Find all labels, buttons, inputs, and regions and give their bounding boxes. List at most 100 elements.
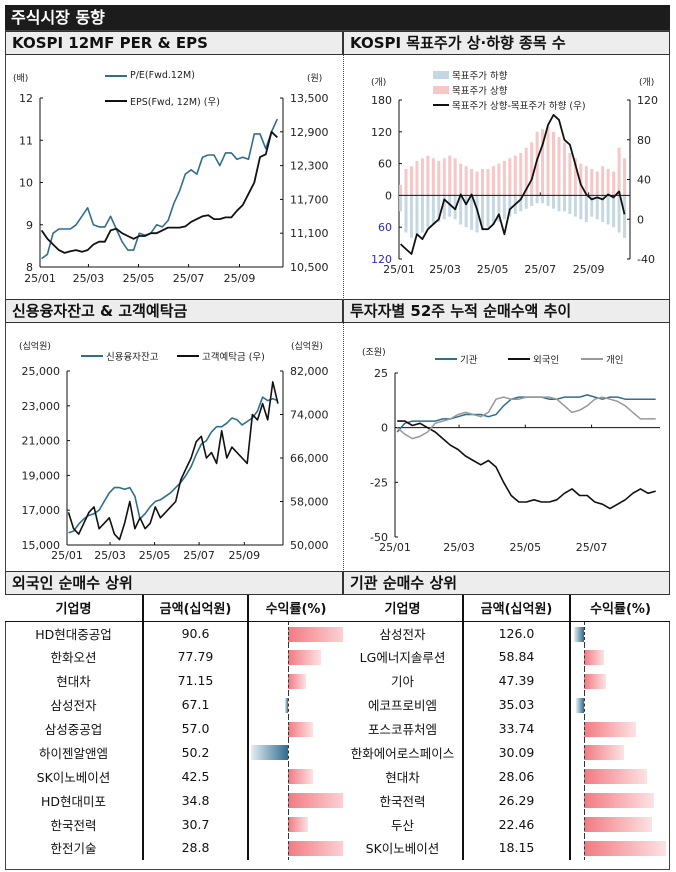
x-tick-label: 25/01 bbox=[379, 541, 411, 554]
return-bar-cell bbox=[247, 788, 343, 813]
y-tick-label: 0 bbox=[385, 189, 392, 202]
return-bar-cell bbox=[247, 692, 343, 717]
bar-target-up bbox=[415, 160, 419, 196]
bar-target-up bbox=[541, 129, 545, 196]
bar-target-down bbox=[557, 195, 561, 212]
return-bar-cell bbox=[569, 668, 670, 693]
return-bar-cell bbox=[247, 836, 343, 860]
return-bar-cell bbox=[247, 716, 343, 741]
bar-target-down bbox=[437, 195, 441, 222]
y-tick-label: 120 bbox=[371, 126, 392, 139]
bar-target-up bbox=[420, 158, 424, 196]
y2-tick-label: 80 bbox=[637, 134, 651, 147]
return-bar-cell bbox=[569, 740, 670, 765]
bar-target-down bbox=[552, 195, 556, 209]
y2-axis-unit: (개) bbox=[639, 78, 655, 88]
bar-target-down bbox=[431, 195, 435, 225]
y-tick-label: 23,000 bbox=[22, 400, 61, 413]
return-bar-cell bbox=[247, 668, 343, 693]
zero-line bbox=[584, 812, 585, 837]
x-tick-label: 25/05 bbox=[509, 541, 541, 554]
bar-target-down bbox=[524, 195, 528, 209]
bar-target-down bbox=[497, 195, 501, 222]
bar-target-down bbox=[486, 195, 490, 228]
bar-target-up bbox=[530, 142, 534, 196]
legend-swatch bbox=[81, 355, 103, 357]
series-line-1 bbox=[68, 396, 279, 534]
y2-tick-label: 11,700 bbox=[290, 193, 329, 206]
zero-line bbox=[288, 692, 289, 717]
y2-tick-label: 82,000 bbox=[290, 365, 329, 378]
company-name: SK이노베이션 bbox=[365, 841, 440, 857]
table-row: 현대차 28.06 bbox=[343, 764, 670, 789]
y-tick-label: 15,000 bbox=[22, 539, 61, 552]
col-header-return: 수익률(%) bbox=[247, 595, 343, 622]
bar-target-up bbox=[431, 158, 435, 196]
return-bar bbox=[584, 793, 654, 809]
return-bar-cell bbox=[569, 812, 670, 837]
table-row: HD현대중공업 90.6 bbox=[5, 621, 343, 645]
y-tick-label: 17,000 bbox=[22, 504, 61, 517]
zero-line bbox=[584, 740, 585, 765]
company-name: 현대차 bbox=[56, 674, 91, 690]
table-row: 포스코퓨처엠 33.74 bbox=[343, 716, 670, 741]
amount-value: 30.7 bbox=[142, 812, 248, 837]
zero-line bbox=[584, 668, 585, 693]
x-tick-label: 25/03 bbox=[429, 263, 461, 276]
bar-target-down bbox=[601, 195, 605, 222]
return-bar bbox=[584, 721, 636, 737]
legend-swatch bbox=[105, 100, 127, 102]
amount-value: 26.29 bbox=[462, 788, 570, 813]
x-tick-label: 25/01 bbox=[51, 549, 83, 562]
company-name: 삼성전자 bbox=[50, 698, 97, 714]
table-row: 현대차 71.15 bbox=[5, 668, 343, 693]
x-tick-label: 25/09 bbox=[573, 263, 605, 276]
zero-line bbox=[288, 621, 289, 645]
x-tick-label: 25/07 bbox=[576, 541, 608, 554]
per-eps-chart: 8 9 10 11 12 10,500 11,100 11,700 12,300 12,900 13… bbox=[5, 55, 340, 295]
bar-target-down bbox=[612, 195, 616, 228]
x-tick-label: 25/05 bbox=[139, 549, 171, 562]
bar-target-down bbox=[519, 195, 523, 212]
bar-target-up bbox=[595, 171, 599, 196]
bar-target-down bbox=[442, 195, 446, 220]
y2-tick-label: 11,100 bbox=[290, 227, 329, 240]
bar-target-up bbox=[535, 131, 539, 196]
investor-flow-chart-svg: -50 -25 0 25 25/01 25/03 25/05 25/07 bbox=[370, 367, 660, 554]
return-bar-cell bbox=[247, 621, 343, 645]
bar-target-down bbox=[535, 195, 539, 204]
return-bar bbox=[288, 626, 343, 642]
legend-item-retail: 개인 bbox=[581, 352, 623, 366]
y2-tick-label: 40 bbox=[637, 174, 651, 187]
zero-line bbox=[288, 716, 289, 741]
y-tick-label: 8 bbox=[26, 261, 33, 274]
y2-axis-unit: (원) bbox=[307, 74, 323, 84]
y2-tick-label: 66,000 bbox=[290, 452, 329, 465]
return-bar bbox=[584, 769, 648, 785]
bar-target-up bbox=[524, 147, 528, 196]
bar-target-down bbox=[448, 195, 452, 217]
return-bar bbox=[288, 769, 313, 785]
bar-target-up bbox=[459, 163, 463, 196]
y2-tick-label: 50,000 bbox=[290, 539, 329, 552]
company-name: 한국전력 bbox=[379, 793, 426, 809]
y-tick-label: 60 bbox=[378, 221, 392, 234]
legend-item-eps: EPS(Fwd, 12M) (우) bbox=[105, 94, 220, 108]
y-tick-label: 180 bbox=[371, 94, 392, 107]
return-bar bbox=[584, 673, 607, 689]
page-title: 주식시장 동향 bbox=[5, 5, 670, 30]
bar-target-down bbox=[404, 195, 408, 233]
col-header-return: 수익률(%) bbox=[569, 595, 670, 622]
return-bar-cell bbox=[569, 621, 670, 645]
bar-target-down bbox=[399, 195, 403, 212]
company-name: 에코프로비엠 bbox=[367, 698, 437, 714]
y-tick-label: 11 bbox=[19, 134, 33, 147]
bar-target-up bbox=[546, 126, 550, 196]
bar-target-down bbox=[623, 195, 627, 238]
section-title-inst-top: 기관 순매수 상위 bbox=[343, 571, 670, 595]
bar-target-up bbox=[464, 166, 468, 196]
return-bar-cell bbox=[569, 692, 670, 717]
legend-label: 외국인 bbox=[533, 355, 560, 366]
bar-target-down bbox=[590, 195, 594, 217]
company-name: 현대차 bbox=[385, 769, 420, 785]
